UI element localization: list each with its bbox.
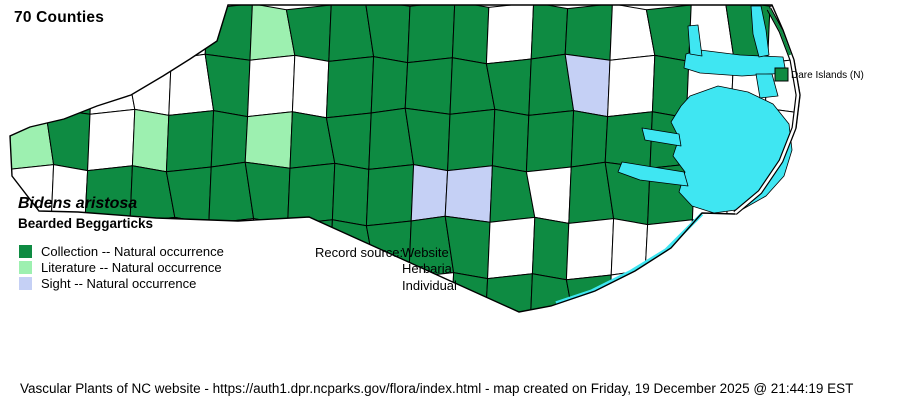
species-common-name: Bearded Beggarticks bbox=[18, 215, 154, 231]
county-cell bbox=[404, 57, 453, 115]
county-cell bbox=[447, 108, 496, 172]
county-cell bbox=[204, 5, 253, 61]
record-source-value: Herbaria bbox=[402, 261, 452, 277]
pamlico-sound-water bbox=[670, 85, 793, 214]
legend-item-collection: Collection -- Natural occurrence bbox=[19, 243, 224, 259]
county-cell bbox=[10, 107, 55, 170]
county-cell bbox=[284, 269, 331, 312]
species-scientific-name: Bidens aristosa bbox=[18, 195, 138, 212]
county-cell bbox=[485, 5, 535, 65]
literature-color-swatch bbox=[19, 260, 32, 274]
county-cell bbox=[570, 110, 609, 168]
county-cell bbox=[250, 218, 289, 276]
record-source-values: Website Herbaria Individual bbox=[402, 245, 457, 294]
county-cell bbox=[530, 5, 569, 60]
county-cell bbox=[327, 270, 376, 312]
county-cell bbox=[410, 164, 449, 222]
county-cell bbox=[365, 164, 415, 227]
record-source-value: Website bbox=[402, 245, 449, 260]
county-cell bbox=[165, 110, 215, 173]
pamlico-river-water bbox=[641, 127, 682, 147]
currituck-sound-water bbox=[750, 5, 770, 58]
county-cell bbox=[210, 110, 249, 168]
county-cell bbox=[131, 108, 170, 173]
county-cell bbox=[331, 162, 370, 227]
record-source-value: Individual bbox=[402, 277, 457, 293]
legend-item-label: Literature -- Natural occurrence bbox=[41, 259, 222, 275]
county-cell bbox=[765, 272, 800, 312]
county-count-title: 70 Counties bbox=[14, 9, 105, 26]
county-cell bbox=[325, 56, 375, 119]
footer-caption: Vascular Plants of NC website - https://… bbox=[20, 381, 854, 396]
legend-item-literature: Literature -- Natural occurrence bbox=[19, 259, 224, 275]
county-cell bbox=[451, 5, 490, 65]
county-cell bbox=[725, 220, 772, 278]
legend: Collection -- Natural occurrence Literat… bbox=[19, 243, 224, 291]
outer-banks-green-segment bbox=[767, 8, 792, 56]
county-cell bbox=[291, 54, 330, 119]
county-cell bbox=[487, 216, 536, 280]
county-cell bbox=[525, 110, 575, 173]
county-cell bbox=[87, 108, 136, 172]
dare-islands-label: Dare Islands (N) bbox=[791, 70, 864, 81]
south-coast-water-fringe bbox=[555, 212, 704, 305]
legend-item-label: Sight -- Natural occurrence bbox=[41, 275, 197, 291]
record-source-label: Record source: bbox=[315, 245, 404, 260]
county-cell bbox=[484, 273, 533, 312]
county-cell bbox=[10, 56, 49, 114]
county-cell bbox=[125, 5, 175, 65]
legend-item-sight: Sight -- Natural occurrence bbox=[19, 275, 224, 291]
county-cell bbox=[564, 5, 613, 61]
county-cell bbox=[44, 57, 93, 115]
county-cell bbox=[444, 165, 493, 223]
county-cell bbox=[644, 269, 691, 312]
county-cell bbox=[287, 162, 336, 226]
sound-connector-water bbox=[755, 73, 779, 99]
county-cell bbox=[607, 54, 656, 118]
county-cell bbox=[491, 108, 530, 173]
dare-islands-marker bbox=[774, 67, 789, 82]
sight-color-swatch bbox=[19, 276, 32, 290]
county-cell bbox=[370, 56, 409, 114]
chowan-river-water bbox=[687, 24, 703, 57]
neuse-river-water bbox=[617, 161, 689, 187]
county-cell bbox=[731, 270, 770, 312]
county-cell bbox=[531, 216, 570, 281]
county-cell bbox=[407, 5, 456, 64]
county-cell bbox=[689, 219, 736, 277]
collection-color-swatch bbox=[19, 244, 32, 258]
species-block: Bidens aristosa Bearded Beggarticks bbox=[18, 195, 153, 231]
legend-item-label: Collection -- Natural occurrence bbox=[41, 243, 224, 259]
county-cell bbox=[687, 270, 736, 312]
county-cell bbox=[248, 269, 295, 312]
county-cell bbox=[244, 111, 293, 169]
county-cell bbox=[768, 215, 800, 278]
county-cell bbox=[247, 54, 296, 118]
county-cell bbox=[565, 218, 615, 281]
